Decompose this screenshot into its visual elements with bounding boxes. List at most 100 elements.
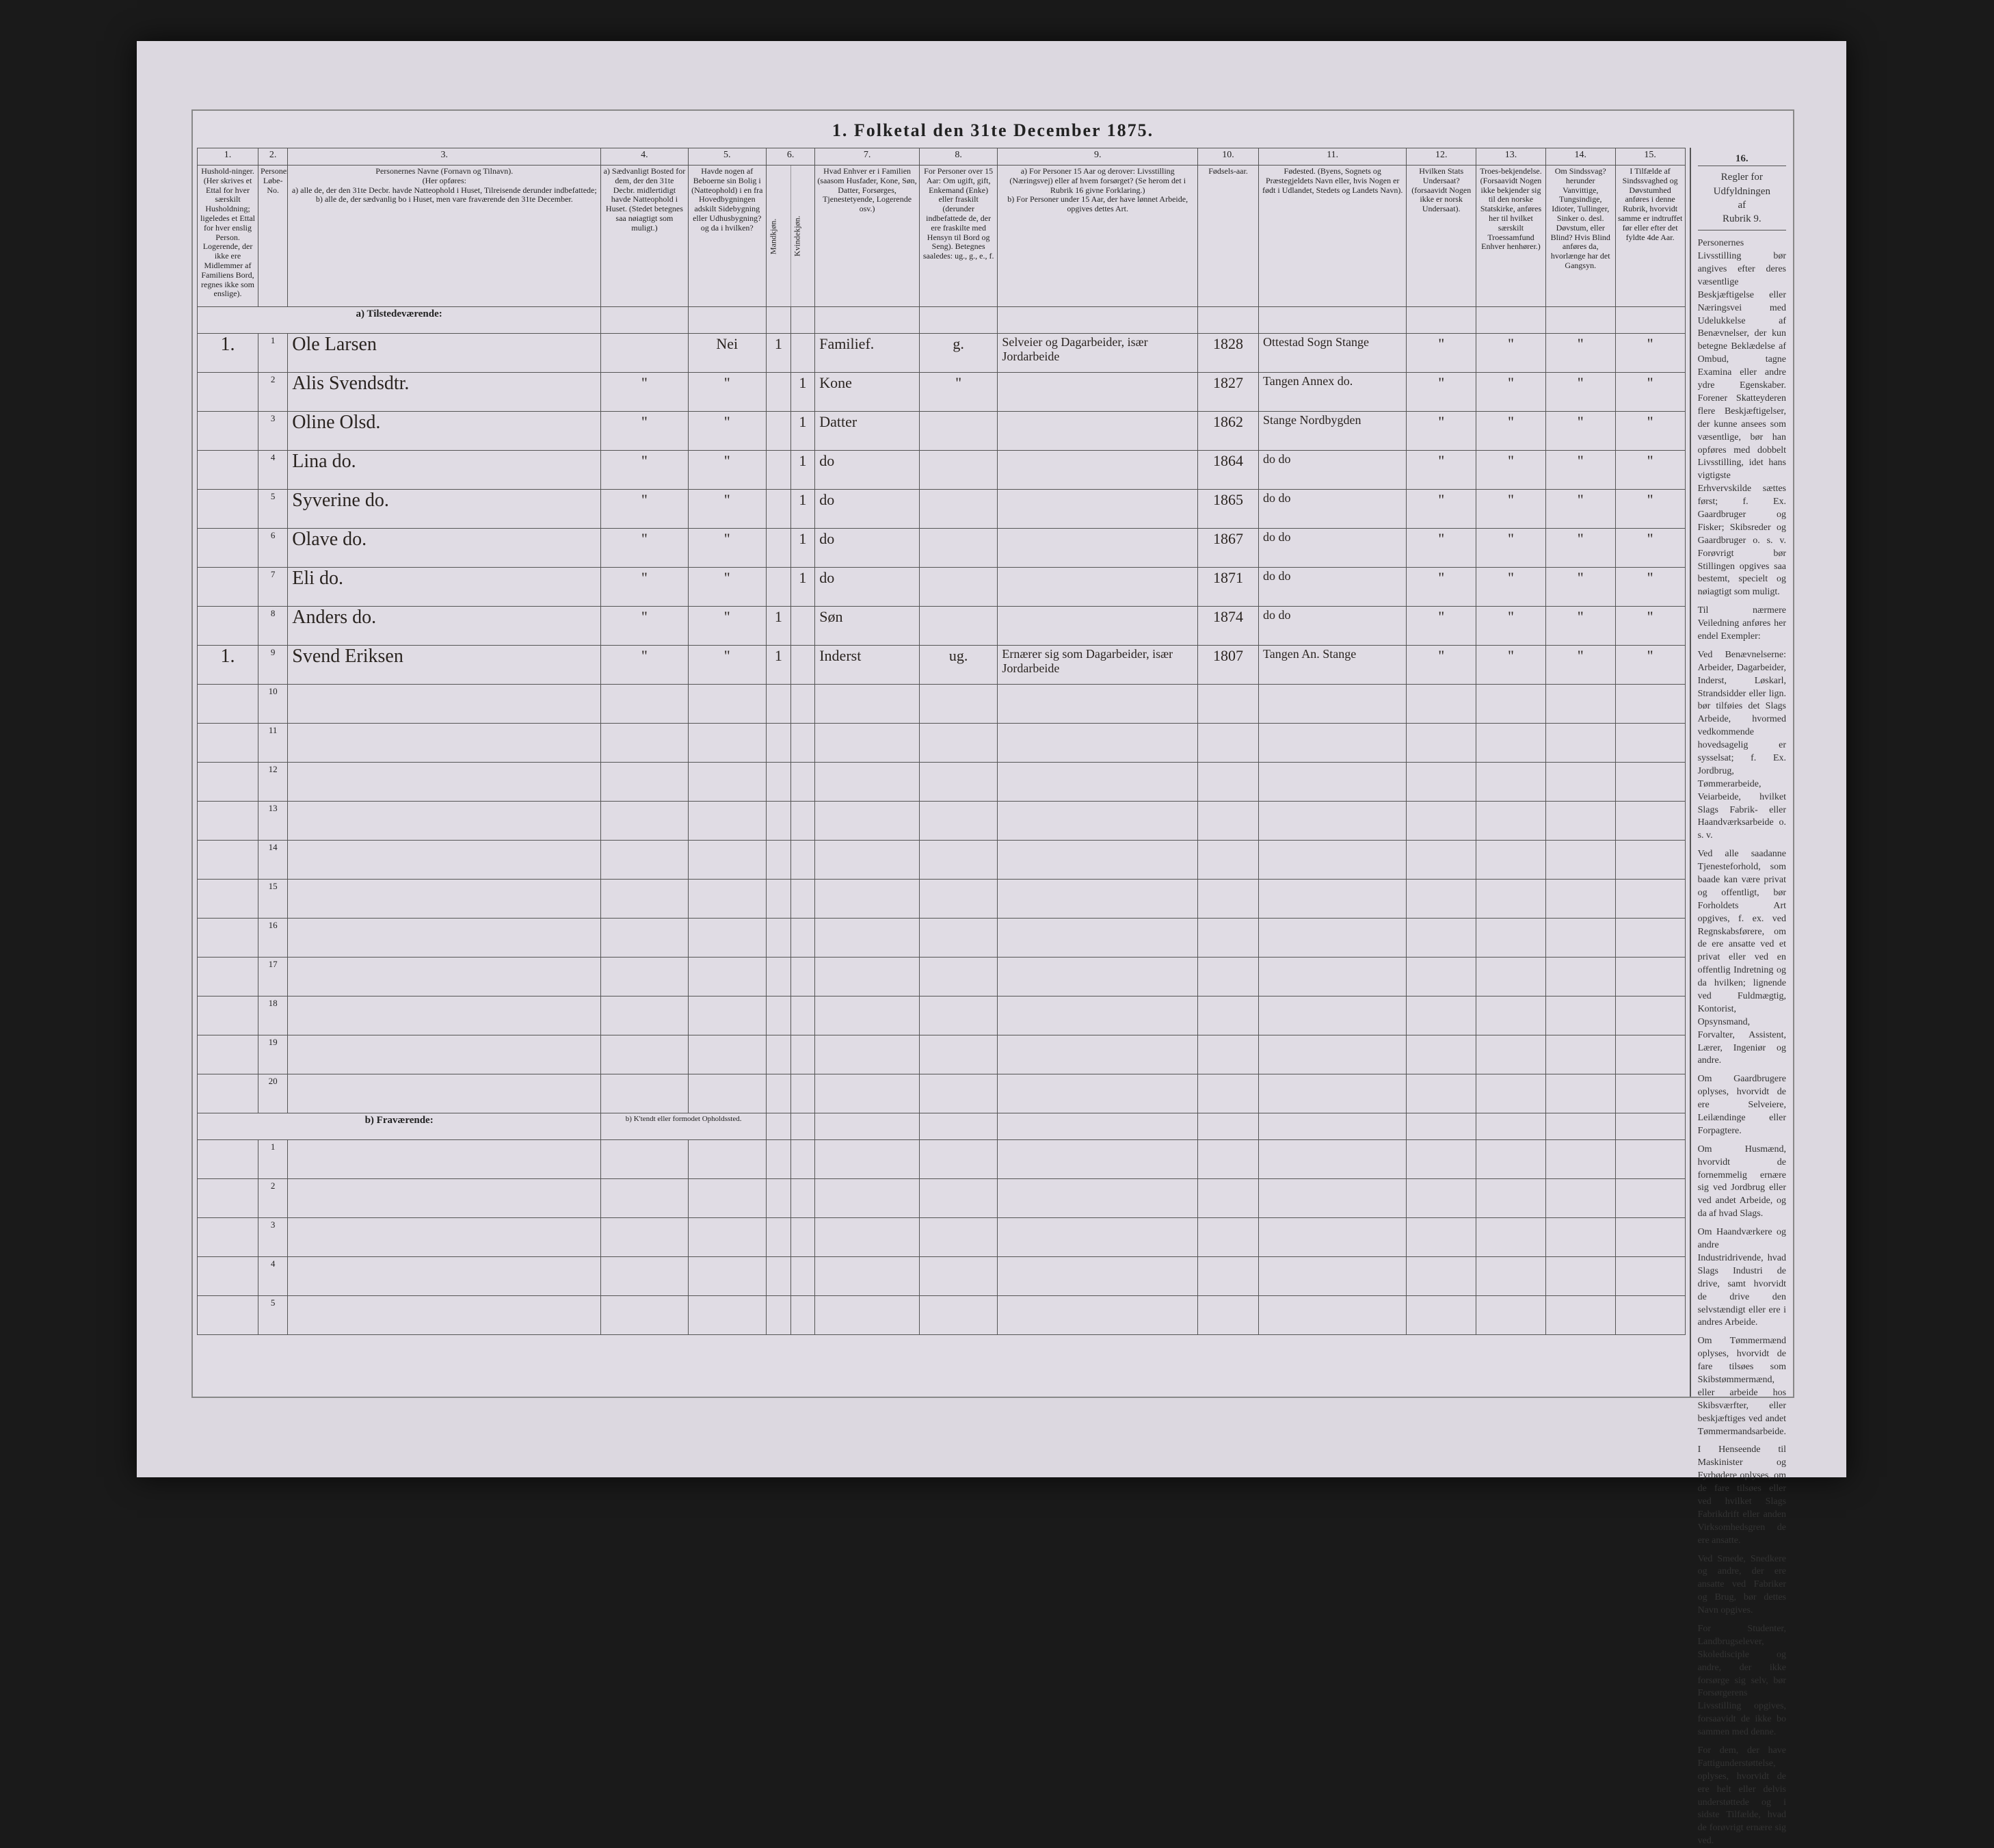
rules-paragraph: Ved alle saadanne Tjenesteforhold, som b… [1698, 848, 1786, 1068]
rules-paragraph: Om Gaardbrugere oplyses, hvorvidt de ere… [1698, 1073, 1786, 1137]
cell-blank [1615, 763, 1685, 802]
cell-blank [601, 763, 688, 802]
cell-blank [601, 802, 688, 841]
cell-no: 20 [258, 1074, 288, 1113]
cell-blank [1198, 1296, 1259, 1335]
cell-blank [1198, 724, 1259, 763]
cell-blank [919, 880, 998, 919]
cell-blank [1545, 1140, 1615, 1179]
cell-blank [1545, 1257, 1615, 1296]
table-wrap: 1. 2. 3. 4. 5. 6. 7. 8. 9. 10. 11. 12. [193, 148, 1690, 1397]
cell-blank [1198, 685, 1259, 724]
cell-no: 7 [258, 568, 288, 607]
cell-blank [1545, 1179, 1615, 1218]
cell-year: 1807 [1198, 646, 1259, 685]
cell-blank [1259, 880, 1407, 919]
cell-blank [288, 1140, 601, 1179]
cell-m [767, 412, 791, 451]
cell-hh [198, 1296, 258, 1335]
cell-blank [1615, 1035, 1685, 1074]
cell-name: Oline Olsd. [288, 412, 601, 451]
head-11: Fødested. (Byens, Sognets og Præstegjeld… [1259, 166, 1407, 307]
cell-m [767, 529, 791, 568]
cell-blank [288, 841, 601, 880]
table-row: 14 [198, 841, 1686, 880]
rules-paragraph: Ved Benævnelserne: Arbeider, Dagarbeider… [1698, 649, 1786, 843]
cell-blank [1476, 685, 1546, 724]
cell-blank [1476, 880, 1546, 919]
cell-blank [1198, 1257, 1259, 1296]
rules-paragraph: Til nærmere Veiledning anføres her endel… [1698, 605, 1786, 644]
cell-blank [688, 1257, 767, 1296]
cell-blank [1407, 802, 1476, 841]
cell-c14: " [1545, 529, 1615, 568]
cell-blank [998, 1140, 1198, 1179]
cell-blank [767, 1257, 791, 1296]
cell-birthplace: Tangen Annex do. [1259, 373, 1407, 412]
cell-blank [1259, 802, 1407, 841]
head-2: Personernes Løbe-No. [258, 166, 288, 307]
cell-blank [767, 802, 791, 841]
cell-c4: " [601, 490, 688, 529]
cell-c13: " [1476, 412, 1546, 451]
cell-blank [1615, 1179, 1685, 1218]
cell-blank [1259, 1257, 1407, 1296]
cell-c12: " [1407, 568, 1476, 607]
head-10: Fødsels-aar. [1198, 166, 1259, 307]
cell-blank [1476, 1140, 1546, 1179]
cell-no: 1 [258, 1140, 288, 1179]
cell-blank [288, 1074, 601, 1113]
cell-year: 1871 [1198, 568, 1259, 607]
cell-blank [790, 1179, 815, 1218]
cell-c15: " [1615, 490, 1685, 529]
cell-blank [815, 919, 920, 958]
cell-blank [688, 919, 767, 958]
cell-no: 2 [258, 1179, 288, 1218]
cell-c14: " [1545, 568, 1615, 607]
cell-blank [601, 1296, 688, 1335]
cell-blank [1407, 1218, 1476, 1257]
cell-blank [601, 1035, 688, 1074]
cell-blank [767, 880, 791, 919]
cell-name: Alis Svendsdtr. [288, 373, 601, 412]
cell-blank [1407, 841, 1476, 880]
cell-blank [815, 1035, 920, 1074]
cell-blank [815, 763, 920, 802]
cell-c12: " [1407, 607, 1476, 646]
cell-blank [1198, 880, 1259, 919]
cell-m [767, 373, 791, 412]
census-table: 1. 2. 3. 4. 5. 6. 7. 8. 9. 10. 11. 12. [197, 148, 1686, 1335]
cell-blank [998, 1035, 1198, 1074]
cell-blank [1545, 724, 1615, 763]
coln-7: 7. [815, 148, 920, 166]
rules-paragraph: I Henseende til Maskinister og Fyrbødere… [1698, 1444, 1786, 1547]
cell-year: 1867 [1198, 529, 1259, 568]
cell-name: Syverine do. [288, 490, 601, 529]
cell-blank [288, 996, 601, 1035]
cell-c5: " [688, 451, 767, 490]
cell-name: Ole Larsen [288, 334, 601, 373]
cell-k: 1 [790, 529, 815, 568]
cell-civ: ug. [919, 646, 998, 685]
cell-blank [1259, 724, 1407, 763]
cell-birthplace: do do [1259, 568, 1407, 607]
cell-no: 14 [258, 841, 288, 880]
cell-no: 18 [258, 996, 288, 1035]
cell-blank [1615, 919, 1685, 958]
cell-c4: " [601, 412, 688, 451]
cell-c4: " [601, 568, 688, 607]
cell-blank [919, 919, 998, 958]
cell-c5: " [688, 412, 767, 451]
cell-blank [998, 880, 1198, 919]
cell-no: 5 [258, 1296, 288, 1335]
cell-civ: g. [919, 334, 998, 373]
cell-c13: " [1476, 568, 1546, 607]
cell-name: Svend Eriksen [288, 646, 601, 685]
cell-blank [815, 841, 920, 880]
rules-paragraph: For Studenter, Landbrugselever, Skoledis… [1698, 1623, 1786, 1739]
cell-blank [1407, 880, 1476, 919]
cell-blank [767, 1140, 791, 1179]
cell-blank [1615, 996, 1685, 1035]
cell-blank [1407, 724, 1476, 763]
table-row: 20 [198, 1074, 1686, 1113]
